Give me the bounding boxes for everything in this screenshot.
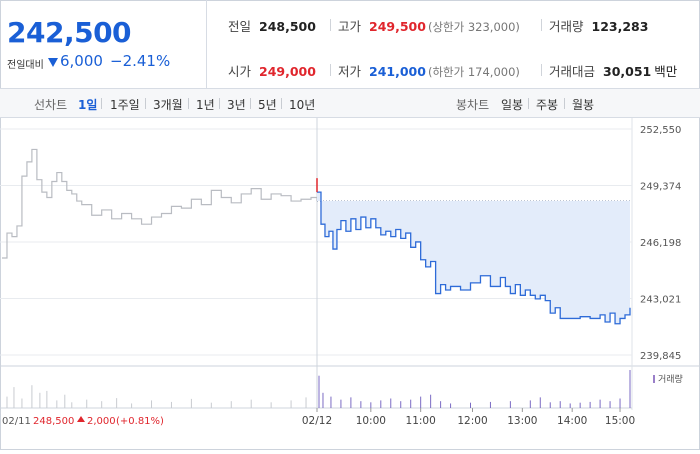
stat-open-value: 249,000 — [259, 64, 316, 79]
prev-day-close: 248,500 — [33, 416, 74, 427]
y-tick-label: 249,374 — [640, 181, 681, 192]
stat-prev: 전일 248,500 — [228, 16, 316, 35]
today-line — [316, 191, 631, 325]
stock-header: 242,500 전일대비 6,000 −2.41% 전일 248,500 고가 24… — [0, 0, 700, 89]
period-1w[interactable]: 1주일 — [110, 98, 140, 112]
x-tick-label: 12:00 — [457, 415, 487, 427]
stat-high: 고가 249,500 (상한가 323,000) — [338, 16, 520, 35]
period-1d[interactable]: 1일 — [78, 98, 98, 112]
stat-prev-value: 248,500 — [259, 19, 316, 34]
down-triangle-icon — [48, 58, 58, 67]
price-chart[interactable]: 252,550 249,374 246,198 243,021 239,845 02/1… — [0, 118, 700, 450]
stat-low-sub: (하한가 174,000) — [427, 65, 520, 79]
stat-high-label: 고가 — [338, 19, 362, 34]
candle-monthly[interactable]: 월봉 — [572, 98, 595, 112]
up-triangle-icon — [77, 416, 85, 422]
x-tick-label: 10:00 — [356, 415, 386, 427]
current-price: 242,500 — [7, 16, 132, 49]
period-3m[interactable]: 3개월 — [153, 98, 183, 112]
stat-volume: 거래량 123,283 — [549, 16, 648, 35]
divider — [564, 98, 565, 109]
divider — [541, 64, 542, 76]
stat-high-sub: (상한가 323,000) — [427, 20, 520, 34]
y-tick-label: 246,198 — [640, 238, 681, 249]
divider — [541, 19, 542, 31]
x-axis: 02/12 10:00 11:00 12:00 13:00 14:00 15:00 — [302, 408, 635, 427]
period-10y[interactable]: 10년 — [289, 98, 316, 112]
y-axis: 252,550 249,374 246,198 243,021 239,845 — [640, 125, 681, 362]
stat-low-label: 저가 — [338, 64, 362, 79]
prev-day-change: 2,000 — [87, 416, 116, 427]
stat-amount-label: 거래대금 — [549, 64, 596, 79]
stat-open-label: 시가 — [228, 64, 252, 79]
x-tick-label: 11:00 — [406, 415, 436, 427]
divider — [145, 98, 146, 109]
divider — [219, 98, 220, 109]
candle-weekly[interactable]: 주봉 — [536, 98, 559, 112]
chart-toolbar: 선차트 1일 1주일 3개월 1년 3년 5년 10년 봉차트 일봉 주봉 월봉 — [0, 89, 700, 118]
volume-panel — [0, 370, 632, 409]
y-tick-label: 252,550 — [640, 125, 681, 136]
change-rate: −2.41% — [110, 52, 171, 70]
y-tick-label: 243,021 — [640, 295, 681, 306]
divider — [528, 98, 529, 109]
line-chart-label: 선차트 — [34, 98, 68, 112]
candle-daily[interactable]: 일봉 — [501, 98, 524, 112]
volume-legend: 거래량 — [658, 373, 683, 385]
period-5y[interactable]: 5년 — [258, 98, 277, 112]
divider — [250, 98, 251, 109]
candle-chart-label: 봉차트 — [456, 98, 490, 112]
x-tick-label: 14:00 — [557, 415, 587, 427]
stat-amount-value: 30,051 — [603, 64, 652, 79]
stat-amount-unit: 백만 — [654, 64, 678, 79]
period-3y[interactable]: 3년 — [227, 98, 246, 112]
prev-day-change-rate: (+0.81%) — [116, 416, 164, 427]
stat-volume-label: 거래량 — [549, 19, 584, 34]
x-tick-label: 13:00 — [507, 415, 537, 427]
price-box: 242,500 전일대비 6,000 −2.41% — [0, 0, 207, 88]
change-amount: 6,000 — [60, 52, 103, 70]
period-1y[interactable]: 1년 — [196, 98, 215, 112]
stat-low-value: 241,000 — [369, 64, 426, 79]
today-area — [316, 192, 630, 324]
stat-volume-value: 123,283 — [591, 19, 649, 34]
x-tick-label: 15:00 — [605, 415, 635, 427]
stat-low: 저가 241,000 (하한가 174,000) — [338, 61, 520, 80]
divider — [330, 64, 331, 76]
divider — [281, 98, 282, 109]
divider — [188, 98, 189, 109]
x-tick-label: 02/12 — [302, 415, 332, 427]
stat-open: 시가 249,000 — [228, 61, 316, 80]
chart-svg: 252,550 249,374 246,198 243,021 239,845 02/1… — [0, 118, 700, 427]
stat-high-value: 249,500 — [369, 19, 426, 34]
divider — [330, 19, 331, 31]
chart-plot — [2, 148, 631, 325]
prev-day-date: 02/11 — [2, 416, 31, 427]
stat-amount: 거래대금 30,051 백만 — [549, 61, 677, 80]
y-tick-label: 239,845 — [640, 351, 681, 362]
volume-legend-swatch — [653, 375, 655, 383]
divider — [101, 98, 102, 109]
change-label: 전일대비 — [7, 60, 44, 71]
stat-prev-label: 전일 — [228, 19, 252, 34]
prev-day-line — [2, 148, 318, 259]
